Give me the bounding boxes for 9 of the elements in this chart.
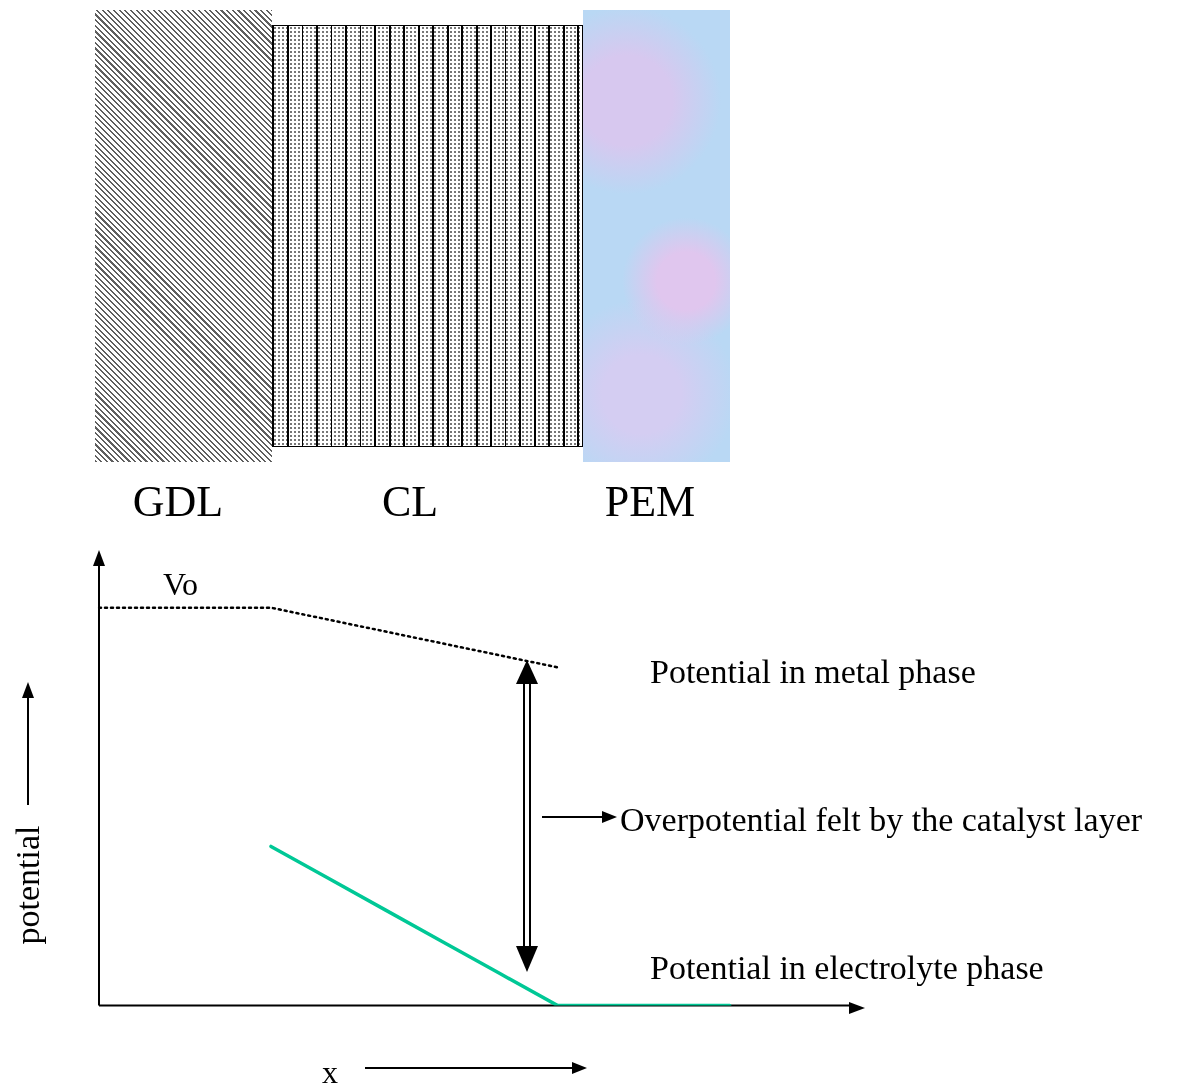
annotation: Potential in metal phase (650, 653, 976, 690)
text: Vo (163, 566, 198, 602)
x-axis-title: x (322, 1054, 338, 1084)
y-axis-title: potential (9, 825, 46, 945)
text: GDL (132, 477, 224, 526)
text: PEM (604, 477, 696, 526)
annotation: Overpotential felt by the catalyst layer (620, 801, 1143, 838)
text: CL (381, 477, 439, 526)
annotation: Potential in electrolyte phase (650, 949, 1044, 986)
